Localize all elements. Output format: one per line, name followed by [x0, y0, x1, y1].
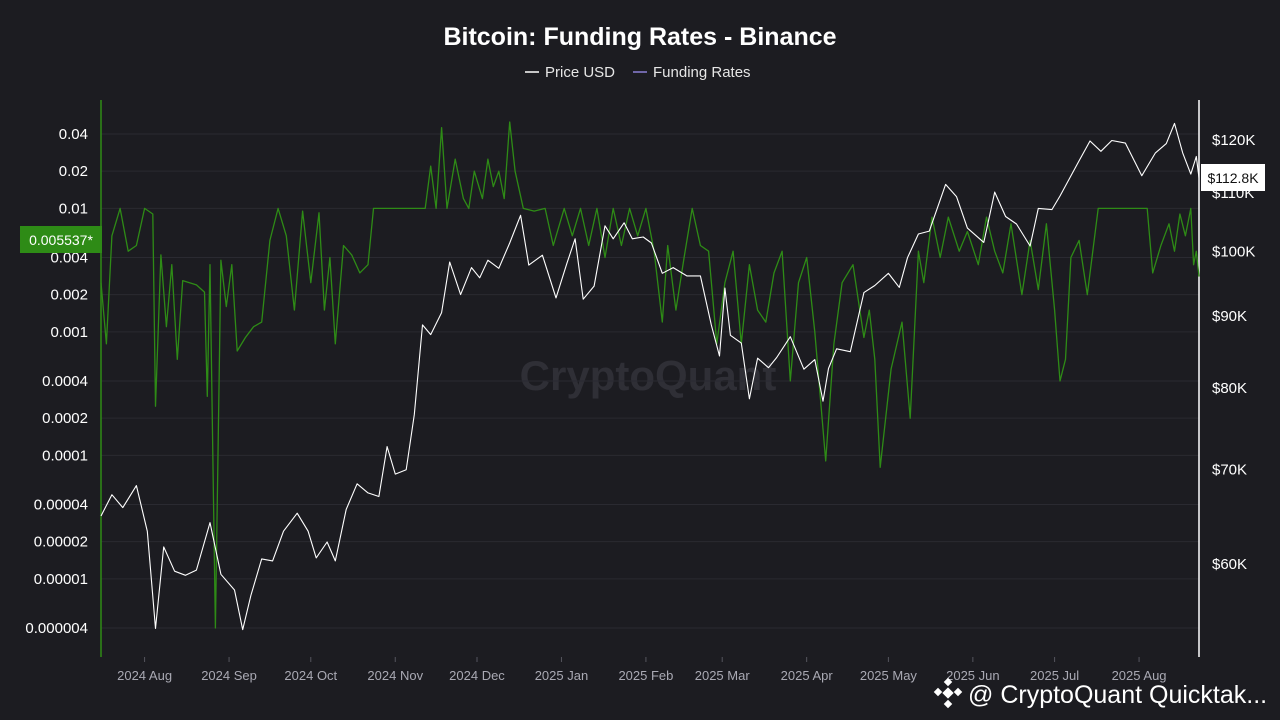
x-tick-label: 2024 Sep	[201, 668, 257, 683]
x-tick-label: 2025 Mar	[695, 668, 751, 683]
left-tick-label: 0.0004	[42, 373, 88, 390]
legend-item-0[interactable]: Price USD	[525, 64, 615, 81]
x-tick-label: 2025 Aug	[1112, 668, 1167, 683]
x-tick-label: 2024 Oct	[284, 668, 337, 683]
left-tick-label: 0.000004	[25, 620, 88, 637]
legend-item-1[interactable]: Funding Rates	[633, 64, 751, 81]
right-tick-label: $90K	[1212, 308, 1247, 325]
left-tick-label: 0.04	[59, 126, 88, 143]
right-tick-label: $120K	[1212, 132, 1255, 149]
price-current-badge: $112.8K	[1201, 164, 1265, 191]
funding-current-badge: 0.005537*	[20, 226, 102, 253]
credit-text: @ CryptoQuant Quicktak...	[968, 681, 1267, 709]
series-layer	[100, 121, 1200, 631]
left-axis: 0.04 0.02 0.01 0.004 0.002 0.001 0.0004 0.0002 0…	[25, 126, 88, 637]
funding-rates-line	[100, 121, 1200, 629]
left-tick-label: 0.001	[50, 324, 88, 341]
x-tick-label: 2025 Jan	[535, 668, 589, 683]
x-tick-label: 2024 Nov	[367, 668, 423, 683]
funding-current-label: 0.005537*	[29, 232, 93, 248]
x-tick-label: 2025 Apr	[781, 668, 834, 683]
x-axis: 2024 Aug 2024 Sep 2024 Oct 2024 Nov 2024 Dec…	[117, 657, 1167, 683]
left-tick-label: 0.01	[59, 200, 88, 217]
left-tick-label: 0.02	[59, 163, 88, 180]
credit: @ CryptoQuant Quicktak...	[933, 677, 1267, 709]
x-tick-label: 2025 Jun	[946, 668, 1000, 683]
x-tick-label: 2024 Dec	[449, 668, 505, 683]
x-tick-label: 2024 Aug	[117, 668, 172, 683]
right-tick-label: $80K	[1212, 380, 1247, 397]
x-tick-label: 2025 Feb	[618, 668, 673, 683]
grid	[101, 133, 1199, 629]
x-tick-label: 2025 May	[860, 668, 918, 683]
legend[interactable]: Price USD Funding Rates	[525, 64, 751, 81]
left-tick-label: 0.002	[50, 287, 88, 304]
right-tick-label: $100K	[1212, 244, 1255, 261]
left-tick-label: 0.00001	[34, 571, 88, 588]
chart-title: Bitcoin: Funding Rates - Binance	[443, 23, 836, 51]
left-tick-label: 0.0002	[42, 410, 88, 427]
right-axis: $120K$110K$100K$90K$80K$70K$60K	[1212, 132, 1255, 573]
price-usd-line	[100, 122, 1200, 631]
legend-label: Price USD	[545, 64, 615, 81]
legend-label: Funding Rates	[653, 64, 751, 81]
left-tick-label: 0.0001	[42, 447, 88, 464]
watermark: CryptoQuant	[520, 352, 777, 399]
left-tick-label: 0.00002	[34, 534, 88, 551]
x-tick-label: 2025 Jul	[1030, 668, 1079, 683]
right-tick-label: $60K	[1212, 556, 1247, 573]
left-tick-label: 0.004	[50, 250, 88, 267]
left-tick-label: 0.00004	[34, 497, 88, 514]
right-tick-label: $70K	[1212, 462, 1247, 479]
price-current-label: $112.8K	[1207, 170, 1259, 186]
